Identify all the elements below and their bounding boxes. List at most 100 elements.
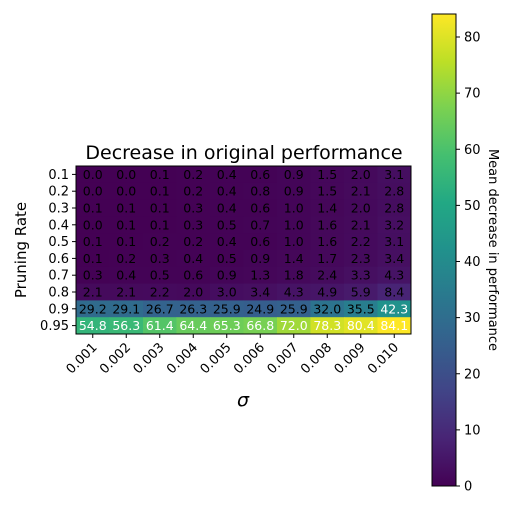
y-tick-label: 0.8 — [48, 286, 69, 301]
cell-value-label: 0.2 — [183, 167, 203, 182]
cell-value-label: 84.1 — [380, 318, 408, 333]
cell-value-label: 72.0 — [280, 318, 308, 333]
heatmap-cell — [277, 300, 311, 318]
heatmap-cell — [277, 317, 311, 335]
heatmap-cell — [176, 266, 211, 284]
heatmap-cell — [143, 182, 177, 200]
cell-value-label: 0.2 — [183, 184, 203, 199]
heatmap-cell — [143, 317, 177, 335]
cell-value-label: 0.3 — [83, 268, 103, 283]
y-axis-label: Pruning Rate — [12, 202, 30, 298]
heatmap-cell — [176, 250, 211, 268]
cell-value-label: 66.8 — [246, 318, 274, 333]
cell-value-label: 4.3 — [384, 268, 404, 283]
cell-value-label: 3.1 — [384, 167, 404, 182]
heatmap-cell — [377, 300, 412, 318]
cell-value-label: 0.0 — [116, 167, 136, 182]
cell-value-label: 0.9 — [250, 251, 270, 266]
heatmap-cell — [109, 216, 144, 234]
cell-value-label: 0.1 — [83, 251, 103, 266]
cell-value-label: 2.1 — [116, 285, 136, 300]
heatmap-cell — [243, 266, 278, 284]
cell-value-label: 3.4 — [250, 285, 270, 300]
cell-value-label: 0.6 — [183, 268, 203, 283]
colorbar-ticks: 0 10 20 30 40 50 60 70 80 — [456, 31, 481, 495]
y-tick-label: 0.5 — [48, 235, 69, 250]
heatmap-cell — [210, 166, 244, 184]
heatmap-cell — [109, 266, 144, 284]
heatmap-cell — [143, 166, 177, 184]
cell-value-label: 2.0 — [351, 167, 371, 182]
cell-value-label: 25.9 — [213, 301, 241, 316]
cell-value-label: 1.0 — [284, 217, 304, 232]
heatmap-cell — [344, 283, 378, 301]
cell-value-label: 2.1 — [351, 217, 371, 232]
colorbar-tick-label: 50 — [464, 199, 481, 214]
heatmap-cell — [377, 266, 412, 284]
colorbar-tick-label: 10 — [464, 423, 481, 438]
cell-value-label: 0.3 — [183, 201, 203, 216]
heatmap-cell — [176, 199, 211, 217]
heatmap-cell — [143, 199, 177, 217]
cell-value-label: 2.3 — [351, 251, 371, 266]
heatmap-cell — [310, 317, 345, 335]
heatmap-cell — [143, 300, 177, 318]
cell-value-label: 29.2 — [79, 301, 107, 316]
cell-value-label: 24.9 — [246, 301, 274, 316]
colorbar-tick-label: 30 — [464, 311, 481, 326]
heatmap-cells — [76, 166, 412, 335]
cell-value-label: 54.8 — [79, 318, 107, 333]
cell-value-label: 2.2 — [150, 285, 170, 300]
heatmap-cell — [176, 216, 211, 234]
heatmap-cell — [76, 300, 110, 318]
heatmap-cell — [143, 250, 177, 268]
heatmap-cell — [277, 283, 311, 301]
cell-value-label: 1.7 — [317, 251, 337, 266]
heatmap-cell — [143, 283, 177, 301]
heatmap-cell — [76, 233, 110, 251]
cell-value-label: 26.7 — [146, 301, 174, 316]
cell-value-label: 0.5 — [217, 217, 237, 232]
heatmap-cell — [210, 266, 244, 284]
cell-value-label: 78.3 — [313, 318, 341, 333]
heatmap-cell — [176, 300, 211, 318]
cell-value-label: 3.2 — [384, 217, 404, 232]
cell-value-label: 0.6 — [250, 167, 270, 182]
heatmap-cell — [109, 250, 144, 268]
cell-value-label: 0.3 — [183, 217, 203, 232]
heatmap-cell — [310, 166, 345, 184]
cell-value-label: 3.4 — [384, 251, 404, 266]
cell-value-label: 0.2 — [116, 251, 136, 266]
heatmap-cell — [210, 300, 244, 318]
x-tick-label: 0.007 — [265, 340, 302, 377]
x-tick-label: 0.010 — [365, 340, 402, 377]
cell-value-label: 2.8 — [384, 201, 404, 216]
cell-value-label: 0.8 — [250, 184, 270, 199]
cell-value-label: 26.3 — [179, 301, 207, 316]
cell-value-label: 1.8 — [284, 268, 304, 283]
heatmap-cell — [377, 250, 412, 268]
colorbar — [431, 13, 457, 487]
cell-value-label: 29.1 — [112, 301, 140, 316]
heatmap-cell — [143, 233, 177, 251]
y-tick-label: 0.2 — [48, 185, 69, 200]
cell-value-label: 0.1 — [116, 234, 136, 249]
cell-value-label: 35.5 — [347, 301, 375, 316]
x-tick-label: 0.004 — [164, 340, 201, 377]
cell-value-label: 0.4 — [217, 184, 237, 199]
heatmap-cell — [243, 300, 278, 318]
cell-value-label: 2.4 — [317, 268, 337, 283]
heatmap-cell — [176, 182, 211, 200]
cell-value-label: 80.4 — [347, 318, 375, 333]
heatmap-cell — [109, 199, 144, 217]
cell-value-label: 61.4 — [146, 318, 174, 333]
heatmap-cell — [243, 250, 278, 268]
heatmap-cell — [377, 233, 412, 251]
cell-value-label: 0.4 — [217, 201, 237, 216]
cell-value-label: 0.5 — [217, 251, 237, 266]
heatmap-cell — [277, 182, 311, 200]
cell-value-label: 4.3 — [284, 285, 304, 300]
cell-value-label: 1.4 — [317, 201, 337, 216]
heatmap-cell — [76, 216, 110, 234]
y-tick-label: 0.4 — [48, 218, 69, 233]
